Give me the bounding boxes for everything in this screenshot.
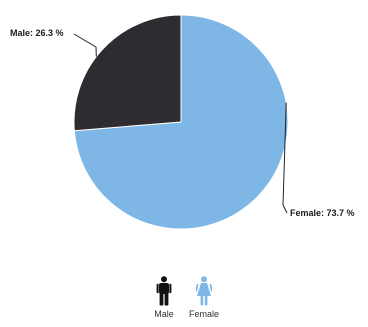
female-person-icon	[196, 276, 212, 306]
male-person-icon	[156, 276, 172, 306]
legend-item-female[interactable]: Female	[189, 276, 220, 319]
leader-line-male	[73, 33, 97, 57]
legend-label-female: Female	[189, 309, 220, 319]
leader-line-female	[282, 102, 288, 214]
legend-label-male: Male	[154, 309, 174, 319]
pie-slice-male[interactable]	[73, 14, 182, 132]
data-label-female: Female: 73.7 %	[290, 208, 355, 218]
data-label-male: Male: 26.3 %	[10, 28, 64, 38]
chart-legend: Male Female	[150, 276, 220, 319]
legend-item-male[interactable]: Male	[150, 276, 178, 319]
